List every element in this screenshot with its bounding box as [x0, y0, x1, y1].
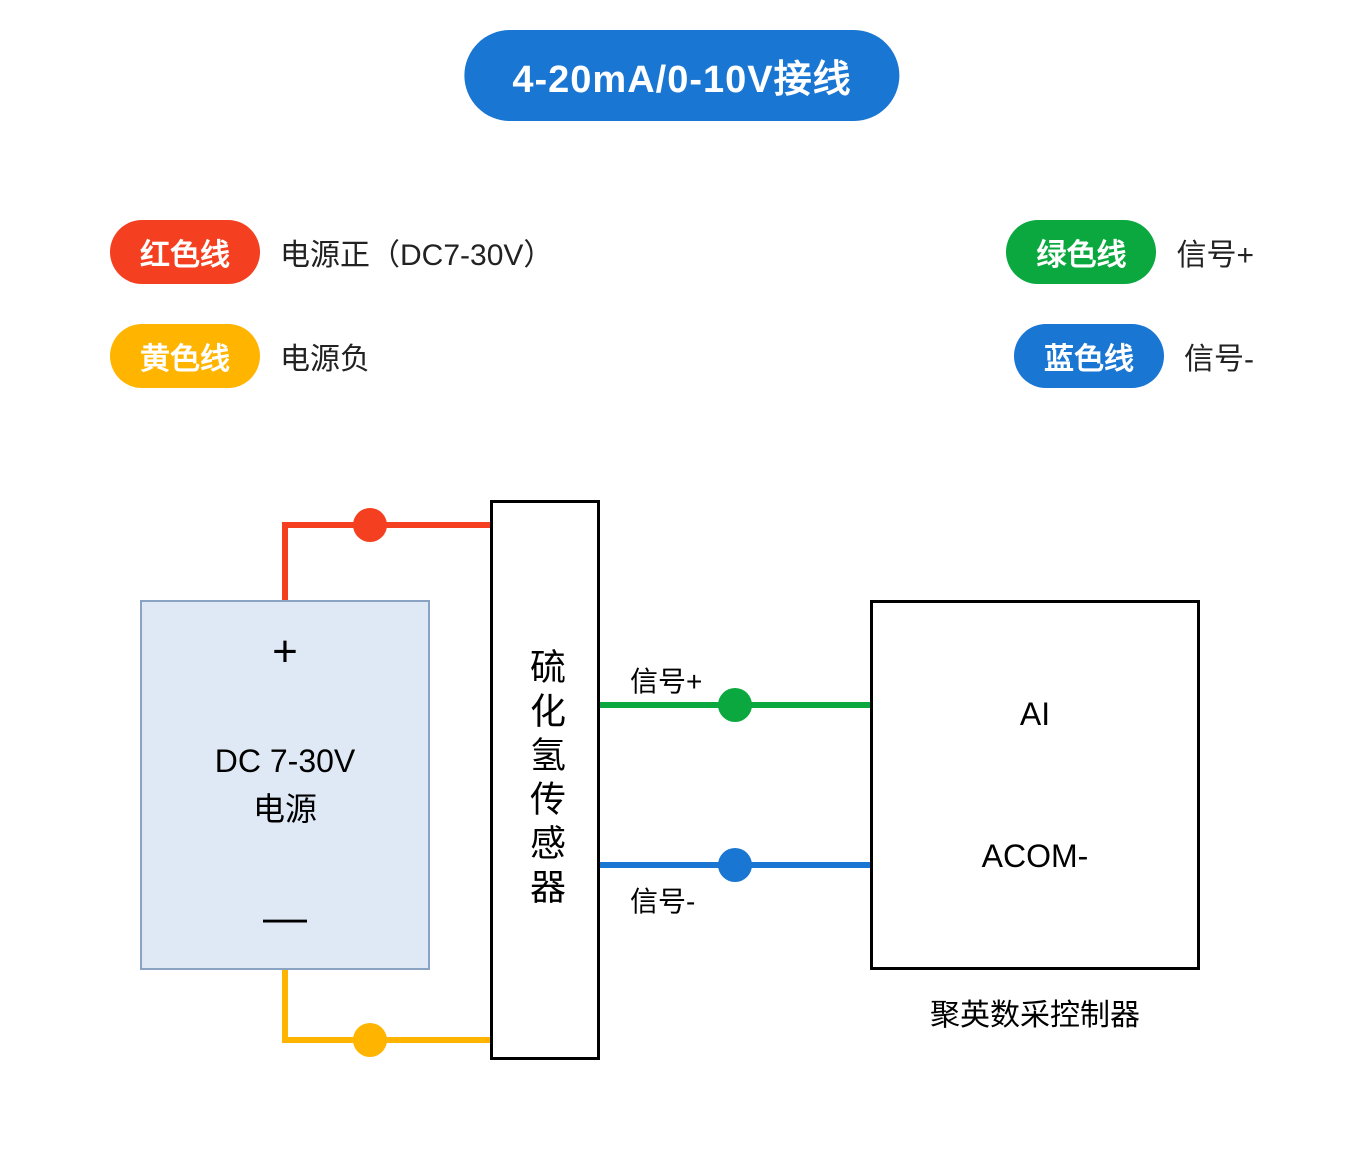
legend-pill-blue: 蓝色线: [1014, 324, 1164, 388]
sensor-box: 硫化氢传感器: [490, 500, 600, 1060]
dot-red: [353, 508, 387, 542]
legend-pill-yellow: 黄色线: [110, 324, 260, 388]
controller-acom: ACOM-: [982, 838, 1089, 875]
wire-yellow: [285, 970, 490, 1040]
legend-row-1: 红色线 电源正（DC7-30V） 绿色线 信号+: [110, 220, 1254, 284]
legend-row-2: 黄色线 电源负 蓝色线 信号-: [110, 324, 1254, 388]
label-signal-minus: 信号-: [630, 880, 695, 920]
controller-caption: 聚英数采控制器: [870, 990, 1200, 1034]
wire-red: [285, 525, 490, 600]
dot-yellow: [353, 1023, 387, 1057]
power-minus: —: [263, 893, 307, 943]
legend-pill-red: 红色线: [110, 220, 260, 284]
legend-label-blue: 信号-: [1184, 334, 1254, 378]
controller-ai: AI: [1020, 696, 1050, 733]
wire-legend: 红色线 电源正（DC7-30V） 绿色线 信号+ 黄色线 电源负 蓝色线 信号-: [110, 220, 1254, 428]
dot-green: [718, 688, 752, 722]
controller-box: AI ACOM-: [870, 600, 1200, 970]
power-label: 电源: [215, 785, 356, 833]
legend-label-yellow: 电源负: [280, 334, 370, 378]
power-plus: +: [272, 627, 298, 677]
page-title: 4-20mA/0-10V接线: [464, 30, 899, 121]
power-box: + DC 7-30V 电源 —: [140, 600, 430, 970]
dot-blue: [718, 848, 752, 882]
wiring-diagram: 信号+ 信号- + DC 7-30V 电源 — 硫化氢传感器 AI ACOM- …: [0, 470, 1364, 1120]
legend-pill-green: 绿色线: [1006, 220, 1156, 284]
power-voltage: DC 7-30V: [215, 737, 356, 785]
legend-label-red: 电源正（DC7-30V）: [280, 230, 553, 274]
label-signal-plus: 信号+: [630, 660, 702, 700]
legend-label-green: 信号+: [1176, 230, 1254, 274]
